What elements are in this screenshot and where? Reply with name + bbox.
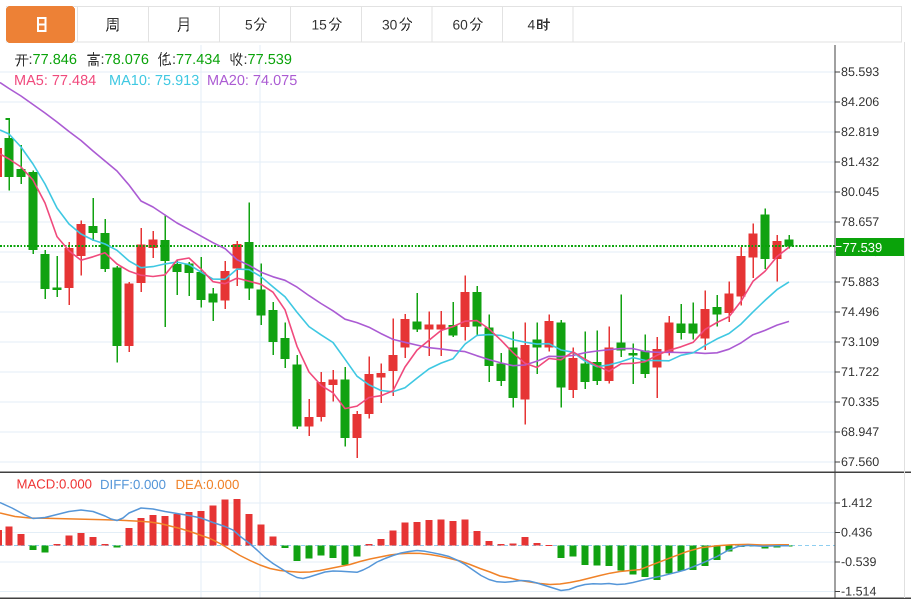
svg-text:71.722: 71.722 <box>841 365 879 379</box>
svg-text:67.560: 67.560 <box>841 455 879 469</box>
svg-text:70.335: 70.335 <box>841 395 879 409</box>
svg-text:82.819: 82.819 <box>841 125 879 139</box>
svg-text:0.436: 0.436 <box>841 526 872 540</box>
svg-text:MA10: 75.913: MA10: 75.913 <box>109 73 199 89</box>
svg-text:77.539: 77.539 <box>843 240 883 255</box>
svg-text:84.206: 84.206 <box>841 95 879 109</box>
svg-text:15: 15 <box>312 17 328 32</box>
svg-text:-0.539: -0.539 <box>841 555 876 569</box>
svg-text:DIFF:0.000: DIFF:0.000 <box>100 477 166 492</box>
svg-text:4: 4 <box>528 17 536 32</box>
svg-text:80.045: 80.045 <box>841 185 879 199</box>
svg-text::77.539: :77.539 <box>244 52 292 68</box>
svg-text:MACD:0.000: MACD:0.000 <box>17 477 93 492</box>
svg-text::77.846: :77.846 <box>29 52 77 68</box>
svg-text:MA5: 77.484: MA5: 77.484 <box>14 73 96 89</box>
svg-text:1.412: 1.412 <box>841 496 872 510</box>
svg-text:75.883: 75.883 <box>841 275 879 289</box>
svg-text:5: 5 <box>245 17 253 32</box>
svg-text:60: 60 <box>453 17 469 32</box>
svg-text:74.496: 74.496 <box>841 305 879 319</box>
svg-text:73.109: 73.109 <box>841 335 879 349</box>
svg-text:81.432: 81.432 <box>841 155 879 169</box>
svg-text:78.657: 78.657 <box>841 215 879 229</box>
svg-text:MA20: 74.075: MA20: 74.075 <box>207 73 297 89</box>
svg-text::78.076: :78.076 <box>101 52 149 68</box>
svg-text:85.593: 85.593 <box>841 65 879 79</box>
svg-text:DEA:0.000: DEA:0.000 <box>176 477 240 492</box>
svg-text::77.434: :77.434 <box>172 52 220 68</box>
svg-text:68.947: 68.947 <box>841 425 879 439</box>
svg-text:30: 30 <box>382 17 398 32</box>
svg-text:-1.514: -1.514 <box>841 585 876 599</box>
